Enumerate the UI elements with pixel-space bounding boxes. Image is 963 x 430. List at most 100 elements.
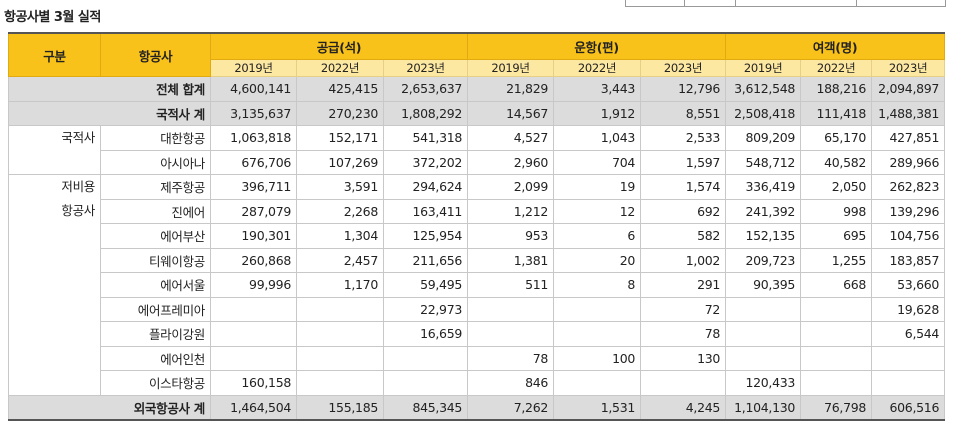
airline-row: 국적사 대한항공 1,063,818 152,171 541,318 4,527 1,043…: [8, 125, 946, 175]
value-cell: 260,868: [210, 247, 297, 273]
airline-name: 에어부산: [100, 223, 211, 249]
airline-row: 아시아나 676,706 107,269 372,202 2,960 704 1,597 54…: [9, 149, 946, 175]
value-cell: 78: [640, 321, 727, 347]
value-cell: 668: [800, 272, 873, 298]
value-cell: [725, 321, 802, 347]
value-cell: 606,516: [871, 394, 946, 421]
airline-row: 에어인천 78 100 130: [9, 345, 946, 371]
year-header: 2019년: [725, 59, 802, 77]
value-cell: [296, 370, 384, 396]
value-cell: 845,345: [382, 394, 469, 421]
value-cell: 846: [467, 370, 555, 396]
value-cell: [296, 296, 384, 322]
value-cell: 8: [553, 272, 642, 298]
value-cell: 511: [467, 272, 555, 298]
value-cell: 2,050: [800, 174, 873, 200]
header-cell: 구분: [8, 32, 101, 77]
value-cell: 289,966: [871, 149, 946, 175]
airline-name: 제주항공: [100, 174, 211, 200]
value-cell: 291: [640, 272, 727, 298]
value-cell: 78: [467, 345, 555, 371]
value-cell: 2,268: [296, 198, 384, 224]
airline-name: 에어프레미아: [100, 296, 211, 322]
value-cell: 20: [553, 247, 642, 273]
value-cell: [800, 321, 873, 347]
value-cell: 1,043: [553, 125, 642, 151]
cell: [736, 0, 857, 6]
value-cell: 53,660: [871, 272, 946, 298]
value-cell: 2,653,637: [382, 76, 469, 102]
value-cell: 704: [553, 149, 642, 175]
value-cell: 2,960: [467, 149, 555, 175]
value-cell: 287,079: [210, 198, 297, 224]
value-cell: 1,597: [640, 149, 727, 175]
value-cell: [210, 296, 297, 322]
value-cell: 59,495: [382, 272, 469, 298]
header-cell: 항공사: [100, 32, 211, 77]
year-header: 2023년: [640, 59, 727, 77]
airline-row: 진에어 287,079 2,268 163,411 1,212 12 692 241,392 9…: [9, 198, 946, 224]
group-header: 여객(명): [725, 32, 946, 60]
value-cell: 1,488,381: [871, 100, 946, 126]
value-cell: 130: [640, 345, 727, 371]
value-cell: [553, 370, 642, 396]
value-cell: 76,798: [800, 394, 873, 421]
airline-row: 플라이강원 16,659 78 6,544: [9, 321, 946, 347]
header-row: 구분 항공사 공급(석) 운항(편) 여객(명): [8, 32, 946, 77]
value-cell: 125,954: [382, 223, 469, 249]
year-header: 2022년: [553, 59, 642, 77]
airline-row: 에어서울 99,996 1,170 59,495 511 8 291 90,395 668 53,…: [9, 272, 946, 298]
value-cell: [800, 345, 873, 371]
value-cell: 6,544: [871, 321, 946, 347]
value-cell: 6: [553, 223, 642, 249]
airline-name: 대한항공: [100, 125, 211, 151]
value-cell: 4,245: [640, 394, 727, 421]
value-cell: 1,808,292: [382, 100, 469, 126]
airline-row: 에어프레미아 22,973 72 19,628: [9, 296, 946, 322]
value-cell: 160,158: [210, 370, 297, 396]
value-cell: 104,756: [871, 223, 946, 249]
value-cell: 139,296: [871, 198, 946, 224]
value-cell: 2,457: [296, 247, 384, 273]
summary-label: 국적사 계: [8, 100, 211, 126]
value-cell: 19,628: [871, 296, 946, 322]
value-cell: 998: [800, 198, 873, 224]
summary-row: 전체 합계 4,600,141 425,415 2,653,637 21,829 3,44…: [8, 76, 946, 102]
value-cell: 396,711: [210, 174, 297, 200]
value-cell: 676,706: [210, 149, 297, 175]
value-cell: 372,202: [382, 149, 469, 175]
value-cell: 7,262: [467, 394, 555, 421]
value-cell: 1,063,818: [210, 125, 297, 151]
airline-name: 에어서울: [100, 272, 211, 298]
value-cell: [871, 370, 946, 396]
title: 항공사별 3월 실적: [4, 10, 101, 25]
value-cell: [210, 345, 297, 371]
value-cell: 152,171: [296, 125, 384, 151]
value-cell: 541,318: [382, 125, 469, 151]
value-cell: 183,857: [871, 247, 946, 273]
cropped-table-fragment: [625, 0, 946, 7]
airline-name: 이스타항공: [100, 370, 211, 396]
value-cell: 111,418: [800, 100, 873, 126]
value-cell: [553, 296, 642, 322]
value-cell: 3,591: [296, 174, 384, 200]
value-cell: [800, 296, 873, 322]
group-header: 운항(편): [467, 32, 727, 60]
value-cell: 4,527: [467, 125, 555, 151]
value-cell: 582: [640, 223, 727, 249]
value-cell: 209,723: [725, 247, 802, 273]
airline-row: 티웨이항공 260,868 2,457 211,656 1,381 20 1,002 209,…: [9, 247, 946, 273]
value-cell: 2,508,418: [725, 100, 802, 126]
value-cell: 3,443: [553, 76, 642, 102]
value-cell: [725, 345, 802, 371]
value-cell: [296, 345, 384, 371]
value-cell: 4,600,141: [210, 76, 297, 102]
value-cell: 1,170: [296, 272, 384, 298]
year-header: 2023년: [382, 59, 469, 77]
value-cell: 3,612,548: [725, 76, 802, 102]
value-cell: 809,209: [725, 125, 802, 151]
value-cell: 1,912: [553, 100, 642, 126]
value-cell: 155,185: [296, 394, 384, 421]
value-cell: 692: [640, 198, 727, 224]
value-cell: 1,531: [553, 394, 642, 421]
